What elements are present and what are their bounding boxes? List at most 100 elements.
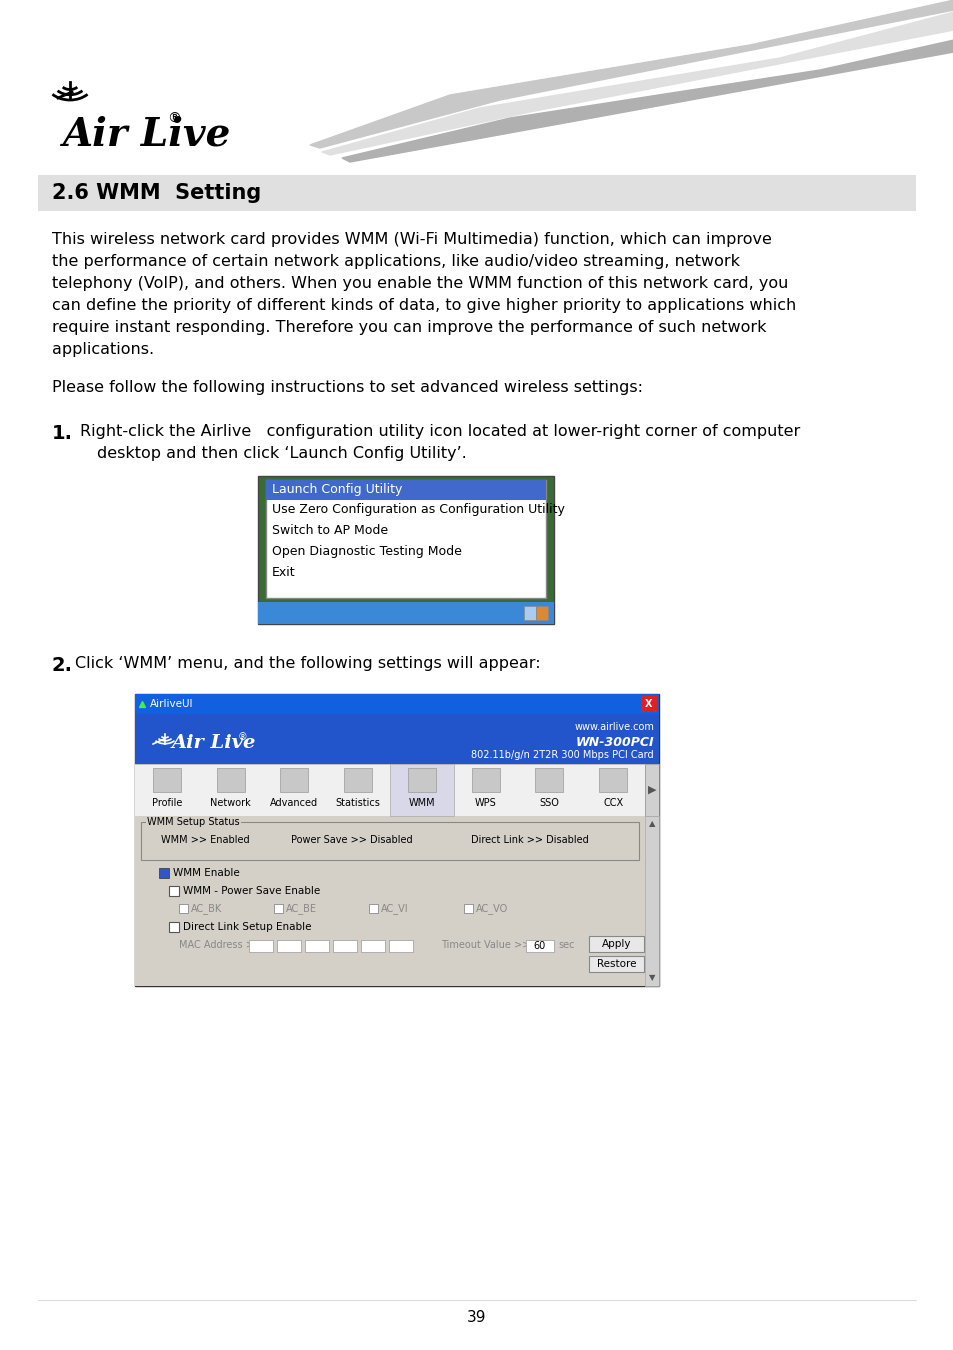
Text: desktop and then click ‘Launch Config Utility’.: desktop and then click ‘Launch Config Ut… [97,446,466,460]
Text: sec: sec [558,940,574,950]
Text: Apply: Apply [601,940,631,949]
Text: Advanced: Advanced [270,798,318,809]
Text: Air Live: Air Live [172,734,256,752]
Bar [525,940,554,952]
Text: AC_BK: AC_BK [191,903,222,914]
Bar [179,904,188,913]
Text: 60: 60 [534,941,545,950]
Text: This wireless network card provides WMM (Wi-Fi Multimedia) function, which can i: This wireless network card provides WMM … [52,232,771,247]
Bar [535,768,563,792]
Bar [266,481,545,598]
Text: Click ‘WMM’ menu, and the following settings will appear:: Click ‘WMM’ menu, and the following sett… [75,656,540,671]
Text: Direct Link Setup Enable: Direct Link Setup Enable [183,922,312,931]
Text: 39: 39 [467,1311,486,1326]
Text: Profile: Profile [152,798,182,809]
Bar [536,606,547,620]
Bar [523,606,536,620]
Bar [216,768,244,792]
Bar [408,768,436,792]
Bar [644,764,659,815]
Bar [274,904,283,913]
Polygon shape [341,40,953,162]
Text: Network: Network [210,798,251,809]
Text: WMM Enable: WMM Enable [172,868,239,878]
Text: can define the priority of different kinds of data, to give higher priority to a: can define the priority of different kin… [52,298,796,313]
Bar [135,815,659,986]
Text: 2.6 WMM  Setting: 2.6 WMM Setting [52,184,261,202]
Text: Air Live: Air Live [62,115,230,153]
Bar [141,822,639,860]
Text: Launch Config Utility: Launch Config Utility [272,483,402,497]
Bar [644,815,659,986]
Text: ▶: ▶ [647,784,656,795]
Bar [135,764,644,815]
Bar [159,868,169,878]
Bar [135,694,659,986]
Text: Statistics: Statistics [335,798,380,809]
Bar [135,714,659,764]
Bar [389,940,413,952]
Bar [152,768,181,792]
Bar [640,697,657,711]
Bar [333,940,356,952]
Bar [471,768,499,792]
Text: require instant responding. Therefore you can improve the performance of such ne: require instant responding. Therefore yo… [52,320,765,335]
Bar [463,904,473,913]
Text: ®: ® [237,732,248,742]
Bar [344,768,372,792]
Bar [598,768,626,792]
Bar [305,940,329,952]
Bar [276,940,301,952]
Text: WMM Setup Status: WMM Setup Status [147,817,239,828]
Bar [257,602,554,624]
Text: AirliveUI: AirliveUI [150,699,193,709]
Text: WMM - Power Save Enable: WMM - Power Save Enable [183,886,320,896]
Text: Switch to AP Mode: Switch to AP Mode [272,525,388,537]
Text: ▲: ▲ [648,819,655,829]
Bar [249,940,273,952]
Bar [266,481,545,500]
Bar [280,768,308,792]
Text: Use Zero Configuration as Configuration Utility: Use Zero Configuration as Configuration … [272,504,564,517]
Text: AC_VO: AC_VO [476,903,508,914]
Text: Restore: Restore [597,958,636,969]
Text: AC_VI: AC_VI [380,903,408,914]
Text: ▼: ▼ [648,973,655,983]
Text: www.airlive.com: www.airlive.com [574,722,654,732]
Bar [390,764,454,815]
Bar [588,956,643,972]
Text: Timeout Value >>: Timeout Value >> [440,940,530,950]
Text: ®: ® [167,112,181,126]
Text: WN-300PCI: WN-300PCI [575,736,654,749]
Bar [369,904,377,913]
Text: WPS: WPS [475,798,496,809]
Text: 1.: 1. [52,424,73,443]
Text: X: X [644,699,652,709]
Bar [257,477,554,624]
Text: MAC Address >>: MAC Address >> [179,940,262,950]
Bar [38,176,915,211]
Text: Right-click the Airlive   configuration utility icon located at lower-right corn: Right-click the Airlive configuration ut… [80,424,800,439]
Text: Open Diagnostic Testing Mode: Open Diagnostic Testing Mode [272,545,461,559]
Text: SSO: SSO [538,798,558,809]
Text: 2.: 2. [52,656,73,675]
Text: the performance of certain network applications, like audio/video streaming, net: the performance of certain network appli… [52,254,740,269]
Bar [588,936,643,952]
Polygon shape [310,0,953,148]
Bar [169,886,179,896]
Text: Power Save >> Disabled: Power Save >> Disabled [291,836,413,845]
Bar [135,694,659,714]
Bar [169,922,179,931]
Text: Exit: Exit [272,567,295,579]
Text: telephony (VoIP), and others. When you enable the WMM function of this network c: telephony (VoIP), and others. When you e… [52,275,787,292]
Text: WMM >> Enabled: WMM >> Enabled [161,836,250,845]
Text: Please follow the following instructions to set advanced wireless settings:: Please follow the following instructions… [52,379,642,396]
Text: Direct Link >> Disabled: Direct Link >> Disabled [471,836,588,845]
Bar [360,940,385,952]
Text: CCX: CCX [602,798,622,809]
Text: 802.11b/g/n 2T2R 300 Mbps PCI Card: 802.11b/g/n 2T2R 300 Mbps PCI Card [471,751,654,760]
Polygon shape [322,12,953,155]
Text: AC_BE: AC_BE [286,903,316,914]
Text: applications.: applications. [52,342,154,356]
Text: WMM: WMM [408,798,435,809]
